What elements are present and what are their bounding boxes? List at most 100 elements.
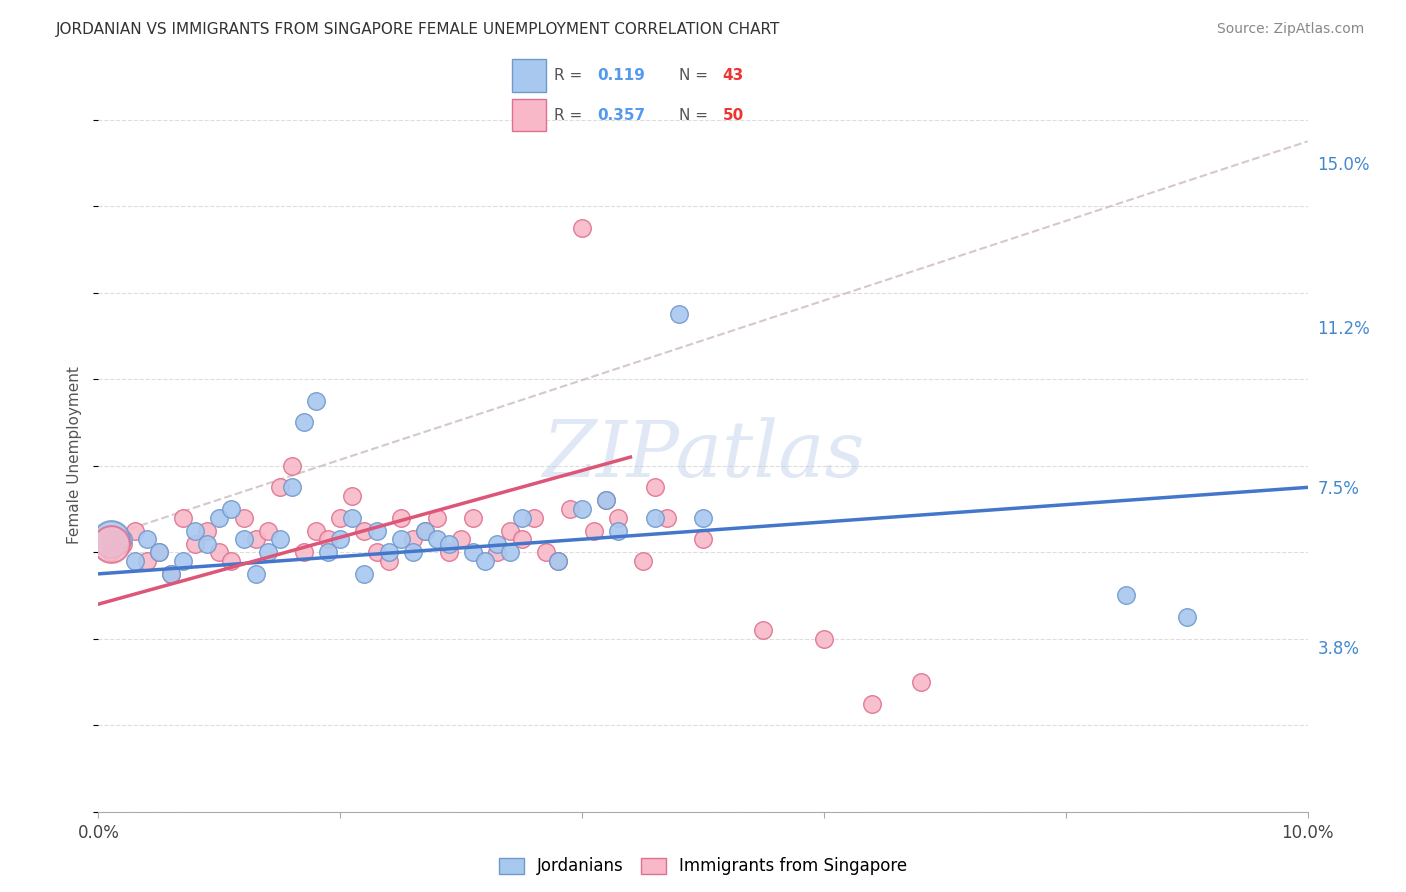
Point: [111, 536, 134, 550]
Point: [510, 533, 533, 547]
Point: [232, 533, 254, 547]
Point: [342, 510, 364, 524]
Point: [463, 510, 485, 524]
Point: [486, 536, 509, 550]
Point: [437, 545, 460, 559]
Text: 43: 43: [723, 68, 744, 83]
Point: [366, 524, 388, 538]
Point: [402, 545, 425, 559]
Point: [221, 554, 243, 568]
Point: [426, 510, 449, 524]
Point: [100, 533, 122, 547]
Point: [463, 545, 485, 559]
Point: [752, 623, 775, 637]
Point: [100, 545, 122, 559]
Point: [316, 533, 339, 547]
FancyBboxPatch shape: [512, 60, 547, 92]
Point: [329, 510, 352, 524]
Point: [195, 536, 218, 550]
Point: [316, 545, 339, 559]
Point: [655, 510, 678, 524]
Point: [269, 533, 291, 547]
Point: [389, 533, 412, 547]
Point: [631, 554, 654, 568]
Point: [510, 510, 533, 524]
Point: [547, 554, 569, 568]
Point: [269, 480, 291, 494]
Point: [353, 524, 375, 538]
Point: [184, 524, 207, 538]
Point: [232, 510, 254, 524]
Point: [583, 524, 606, 538]
Point: [148, 545, 170, 559]
Point: [486, 545, 509, 559]
Point: [256, 524, 278, 538]
Point: [498, 524, 520, 538]
Point: [644, 510, 666, 524]
Point: [437, 536, 460, 550]
Point: [571, 502, 593, 516]
Point: [342, 489, 364, 503]
Point: [377, 545, 399, 559]
Point: [366, 545, 388, 559]
Point: [607, 524, 630, 538]
Text: N =: N =: [679, 68, 709, 83]
Point: [402, 533, 425, 547]
Point: [124, 554, 146, 568]
Point: [523, 510, 546, 524]
Point: [135, 533, 157, 547]
Point: [292, 545, 315, 559]
Point: [692, 510, 714, 524]
Point: [111, 533, 134, 547]
Point: [595, 493, 617, 508]
Point: [305, 524, 328, 538]
Text: JORDANIAN VS IMMIGRANTS FROM SINGAPORE FEMALE UNEMPLOYMENT CORRELATION CHART: JORDANIAN VS IMMIGRANTS FROM SINGAPORE F…: [56, 22, 780, 37]
Y-axis label: Female Unemployment: Female Unemployment: [67, 366, 83, 544]
Point: [668, 307, 690, 321]
Point: [329, 533, 352, 547]
Text: ZIPatlas: ZIPatlas: [541, 417, 865, 493]
Text: N =: N =: [679, 108, 709, 123]
Point: [426, 533, 449, 547]
Text: 50: 50: [723, 108, 744, 123]
Point: [292, 416, 315, 430]
Point: [353, 566, 375, 581]
Point: [813, 632, 835, 646]
Text: 0.119: 0.119: [598, 68, 645, 83]
Point: [389, 510, 412, 524]
Text: 0.357: 0.357: [598, 108, 645, 123]
Point: [184, 536, 207, 550]
Point: [1175, 610, 1198, 624]
Point: [450, 533, 472, 547]
Point: [160, 566, 183, 581]
Point: [534, 545, 557, 559]
Point: [558, 502, 581, 516]
Point: [305, 393, 328, 408]
Point: [172, 554, 194, 568]
Point: [208, 545, 231, 559]
Point: [860, 697, 883, 711]
Point: [474, 554, 496, 568]
Point: [910, 675, 932, 690]
Point: [413, 524, 436, 538]
Point: [172, 510, 194, 524]
Text: R =: R =: [554, 108, 582, 123]
Point: [208, 510, 231, 524]
FancyBboxPatch shape: [512, 99, 547, 131]
Point: [413, 524, 436, 538]
Point: [377, 554, 399, 568]
Point: [135, 554, 157, 568]
Point: [281, 480, 304, 494]
Point: [245, 533, 267, 547]
Point: [1115, 589, 1137, 603]
Point: [124, 524, 146, 538]
Point: [256, 545, 278, 559]
Point: [148, 545, 170, 559]
Point: [100, 533, 122, 547]
Legend: Jordanians, Immigrants from Singapore: Jordanians, Immigrants from Singapore: [492, 851, 914, 882]
Text: Source: ZipAtlas.com: Source: ZipAtlas.com: [1216, 22, 1364, 37]
Point: [547, 554, 569, 568]
Point: [245, 566, 267, 581]
Point: [692, 533, 714, 547]
Point: [160, 566, 183, 581]
